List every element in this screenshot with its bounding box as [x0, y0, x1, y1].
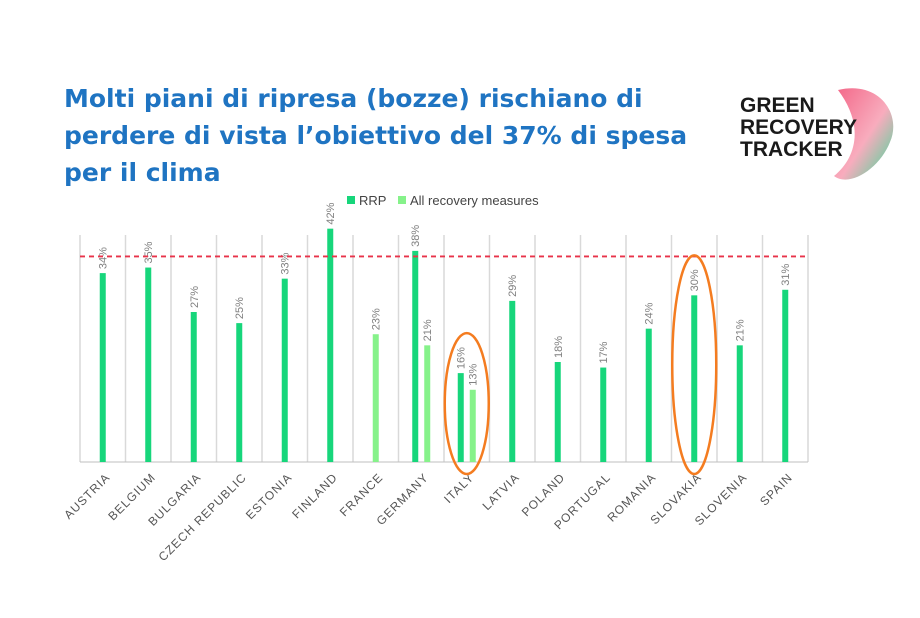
data-label: 16% — [456, 347, 468, 369]
x-tick-label: FINLAND — [289, 470, 340, 521]
data-label: 13% — [468, 364, 480, 386]
x-tick-label: ITALY — [441, 470, 477, 506]
logo-line-1: GREEN — [740, 94, 815, 117]
slide-title: Molti piani di ripresa (bozze) rischiano… — [64, 84, 688, 187]
x-tick-label: CZECH REPUBLIC — [156, 470, 250, 564]
x-tick-label: LATVIA — [480, 470, 523, 513]
bar-slovenia-s1 — [736, 345, 743, 462]
bar-romania-s1 — [645, 328, 652, 462]
bar-italy-s2 — [469, 389, 476, 462]
highlight-ellipse-italy — [443, 331, 490, 476]
data-label: 31% — [780, 264, 792, 286]
bar-spain-s1 — [782, 289, 789, 462]
data-label: 24% — [644, 302, 656, 324]
bar-slovakia-s1 — [691, 295, 698, 462]
bar-finland-s1 — [327, 228, 334, 462]
logo-line-2: RECOVERY — [740, 116, 857, 139]
x-tick-label: ESTONIA — [243, 470, 295, 522]
data-label: 21% — [735, 319, 747, 341]
data-label: 17% — [598, 341, 610, 363]
data-label: 25% — [234, 297, 246, 319]
data-label: 34% — [98, 247, 110, 269]
data-label: 18% — [553, 336, 565, 358]
data-label: 27% — [189, 286, 201, 308]
bar-france-s2 — [372, 334, 379, 462]
logo-leaf-icon — [834, 88, 894, 180]
logo-line-3: TRACKER — [740, 138, 843, 161]
data-label: 35% — [143, 241, 155, 263]
bar-estonia-s1 — [281, 278, 288, 462]
bar-bulgaria-s1 — [190, 312, 197, 462]
data-label: 38% — [410, 225, 422, 247]
legend-swatch-2 — [398, 196, 406, 204]
data-label: 21% — [422, 319, 434, 341]
data-label: 42% — [325, 202, 337, 224]
bar-italy-s1 — [457, 373, 464, 462]
bar-poland-s1 — [554, 362, 561, 462]
bar-latvia-s1 — [509, 300, 516, 462]
data-label: 29% — [507, 275, 519, 297]
bar-czech-republic-s1 — [236, 323, 243, 462]
bar-belgium-s1 — [145, 267, 152, 462]
green-recovery-tracker-logo: GREEN RECOVERY TRACKER — [740, 88, 894, 180]
data-label: 33% — [280, 252, 292, 274]
bar-austria-s1 — [99, 273, 106, 462]
x-tick-label: SPAIN — [757, 470, 795, 508]
data-label: 30% — [689, 269, 701, 291]
legend-label-1: RRP — [359, 193, 386, 208]
legend-label-2: All recovery measures — [410, 193, 539, 208]
bar-germany-s1 — [412, 250, 419, 462]
bar-portugal-s1 — [600, 367, 607, 462]
data-label: 23% — [371, 308, 383, 330]
highlight-ellipse-slovakia — [671, 254, 718, 476]
bar-germany-s2 — [424, 345, 431, 462]
legend-swatch-1 — [347, 196, 355, 204]
